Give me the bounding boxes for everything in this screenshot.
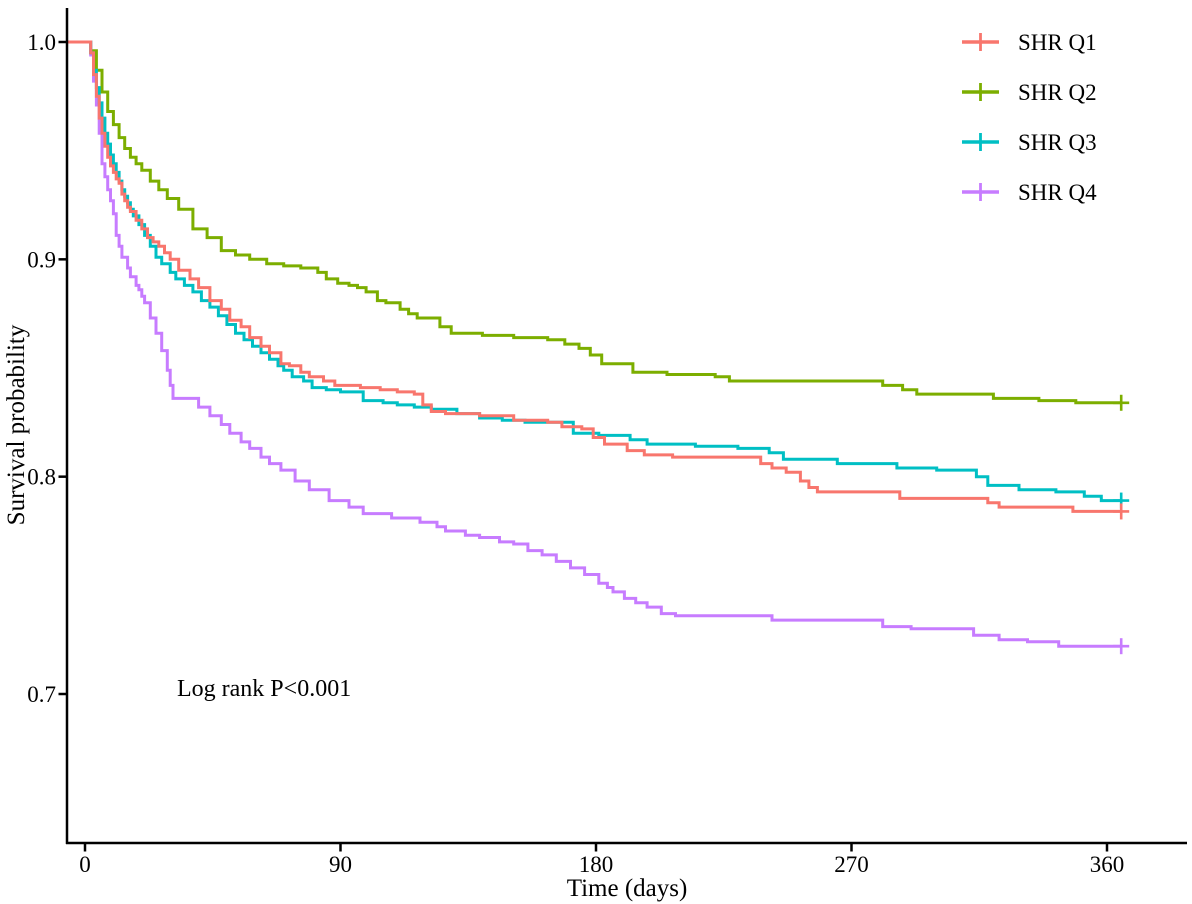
legend-item-shr-q4: SHR Q4: [962, 180, 1097, 205]
y-tick-label: 0.8: [27, 465, 56, 490]
legend-label: SHR Q3: [1018, 130, 1097, 155]
survival-curve-shr-q2: [67, 40, 1122, 405]
x-axis-title: Time (days): [567, 875, 688, 902]
log-rank-annotation: Log rank P<0.001: [177, 676, 351, 702]
survival-curve-shr-q1: [67, 40, 1122, 513]
x-tick-label: 0: [79, 852, 91, 877]
legend: SHR Q1 SHR Q2 SHR Q3 SHR Q4: [962, 30, 1097, 205]
legend-label: SHR Q4: [1018, 180, 1097, 205]
legend-item-shr-q1: SHR Q1: [962, 30, 1097, 55]
y-tick-label: 0.9: [27, 247, 56, 272]
y-axis-title: Survival probability: [3, 324, 30, 525]
x-axis-ticks: 0 90 180 270 360: [79, 843, 1124, 877]
x-tick-label: 180: [579, 852, 614, 877]
y-tick-label: 1.0: [27, 30, 56, 55]
legend-item-shr-q3: SHR Q3: [962, 130, 1097, 155]
legend-item-shr-q2: SHR Q2: [962, 80, 1097, 105]
legend-label: SHR Q2: [1018, 80, 1097, 105]
y-axis-ticks: 1.0 0.9 0.8 0.7: [27, 30, 67, 707]
survival-curve-shr-q4: [67, 40, 1122, 648]
x-tick-label: 270: [834, 852, 869, 877]
legend-label: SHR Q1: [1018, 30, 1097, 55]
x-tick-label: 360: [1090, 852, 1125, 877]
survival-curves: [67, 40, 1130, 655]
x-tick-label: 90: [329, 852, 352, 877]
y-tick-label: 0.7: [27, 682, 56, 707]
